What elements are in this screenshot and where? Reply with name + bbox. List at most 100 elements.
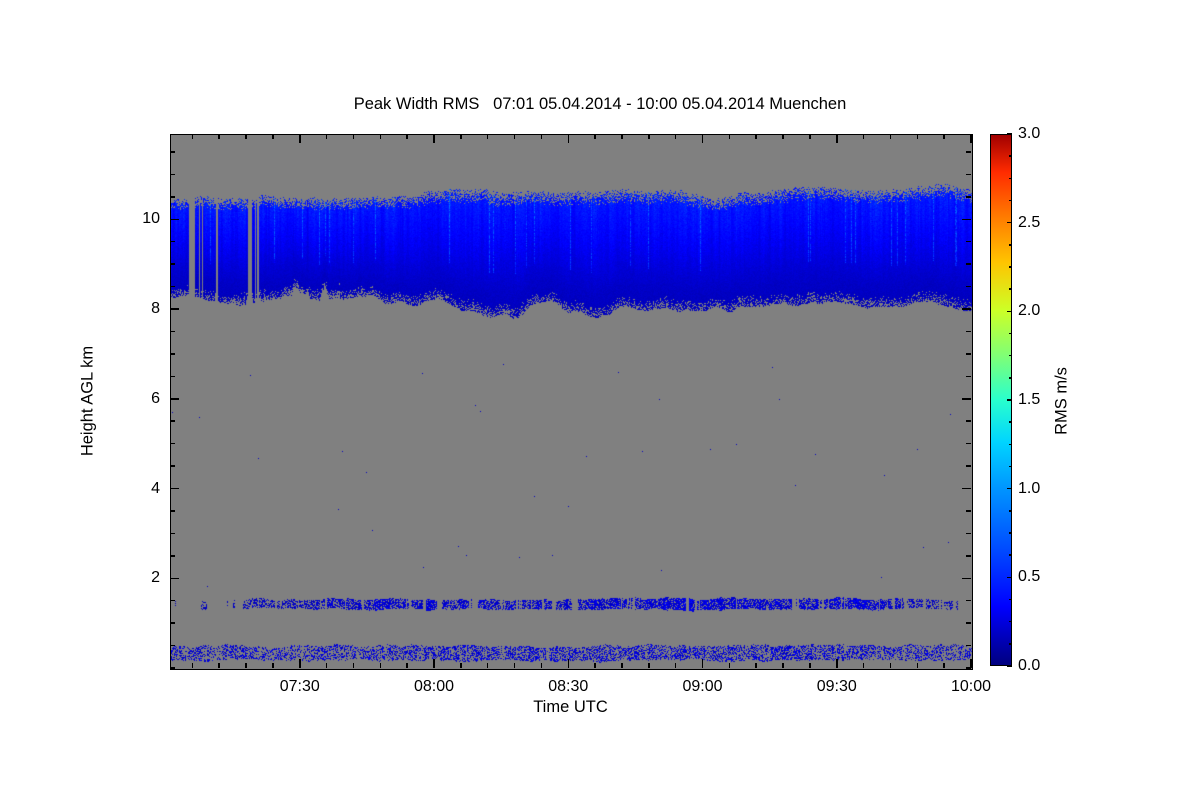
y-tick-minor-right	[966, 330, 971, 333]
colorbar-tick-minor	[1009, 177, 1012, 180]
x-tick-minor	[809, 663, 811, 668]
x-tick-label: 09:30	[816, 678, 857, 695]
y-tick-minor-right	[966, 442, 971, 445]
colorbar-tick-minor	[1009, 377, 1012, 379]
y-tick-minor-right	[966, 420, 971, 422]
x-tick-minor-top	[379, 134, 382, 139]
x-tick-minor	[379, 663, 382, 668]
page-title: Peak Width RMS 07:01 05.04.2014 - 10:00 …	[353, 95, 847, 113]
colorbar[interactable]: 0.0 0.5 1.0 1.5 2.0 2.5 3.0	[990, 125, 1040, 674]
colorbar-tick-label: 0.5	[1018, 568, 1041, 586]
x-tick-minor	[674, 663, 677, 668]
x-tick-minor	[245, 663, 247, 668]
colorbar-tick-minor	[1009, 598, 1012, 601]
x-tick-minor-top	[648, 134, 650, 139]
y-tick-minor-right	[966, 240, 971, 243]
x-tick-minor	[916, 663, 919, 668]
colorbar-tick-minor	[1009, 155, 1012, 157]
x-axis-label: Time UTC	[533, 698, 608, 716]
colorbar-tick-minor	[1009, 443, 1012, 446]
y-tick-minor	[170, 285, 175, 288]
y-tick-minor-right	[966, 555, 971, 557]
heatmap-plot-area[interactable]	[170, 134, 973, 670]
x-tick-major	[970, 659, 972, 668]
x-tick-major	[701, 659, 704, 668]
y-tick-minor-right	[966, 532, 971, 535]
colorbar-tick-minor	[1009, 620, 1012, 623]
y-tick-minor	[170, 644, 175, 647]
x-tick-minor-top	[325, 134, 328, 139]
x-tick-minor	[460, 663, 462, 668]
x-tick-minor	[943, 663, 945, 668]
x-tick-minor-top	[943, 134, 945, 139]
y-axis-label: Height AGL km	[78, 345, 97, 457]
colorbar-tick-label: 0.0	[1018, 657, 1041, 674]
y-tick-minor	[170, 442, 175, 445]
x-tick-minor-top	[272, 134, 274, 139]
x-tick-minor	[325, 663, 328, 668]
x-tick-label: 08:00	[413, 678, 455, 695]
x-tick-minor	[782, 663, 784, 668]
x-tick-minor	[540, 663, 543, 668]
x-tick-minor-top	[406, 134, 408, 139]
colorbar-tick	[1007, 399, 1012, 401]
x-tick-minor	[728, 663, 731, 668]
colorbar-tick	[1007, 665, 1012, 667]
y-tick-major-right	[962, 487, 971, 490]
x-tick-minor	[272, 663, 274, 668]
y-tick-minor-right	[966, 510, 971, 512]
colorbar-tick-minor	[1009, 421, 1012, 423]
x-tick-minor-top	[218, 134, 220, 139]
x-tick-minor-top	[755, 134, 757, 139]
y-tick-minor-right	[966, 667, 971, 669]
x-tick-major	[836, 659, 838, 668]
y-tick-major-right	[962, 577, 971, 579]
x-tick-major	[299, 659, 301, 668]
x-tick-minor-top	[540, 134, 543, 139]
x-tick-minor	[889, 663, 892, 668]
x-tick-minor-top	[594, 134, 596, 139]
x-tick-minor-top	[889, 134, 892, 139]
y-tick-minor	[170, 375, 175, 378]
y-tick-minor	[170, 240, 175, 243]
y-tick-major	[170, 577, 179, 579]
y-tick-minor-right	[966, 375, 971, 378]
x-tick-minor-top	[862, 134, 865, 139]
y-tick-major	[170, 308, 179, 310]
y-tick-minor-right	[966, 622, 971, 624]
x-tick-minor-top	[460, 134, 462, 139]
y-tick-major	[170, 398, 179, 400]
y-tick-major-right	[962, 398, 971, 400]
y-tick-major-right	[962, 218, 971, 220]
y-tick-label: 10	[142, 210, 160, 228]
x-tick-major-top	[433, 134, 435, 143]
colorbar-tick-minor	[1009, 510, 1012, 512]
y-tick-label: 6	[151, 389, 160, 407]
colorbar-tick-minor	[1009, 244, 1012, 246]
x-tick-minor-top	[809, 134, 811, 139]
colorbar-tick	[1007, 310, 1012, 313]
colorbar-tick-minor	[1009, 554, 1012, 556]
y-tick-label: 8	[151, 300, 160, 317]
y-tick-minor	[170, 667, 175, 669]
x-tick-label: 07:30	[279, 678, 320, 695]
y-tick-minor	[170, 173, 175, 176]
y-tick-minor	[170, 555, 175, 557]
y-tick-minor-right	[966, 151, 971, 153]
x-tick-minor	[406, 663, 408, 668]
x-tick-minor	[648, 663, 650, 668]
x-tick-major-top	[836, 134, 838, 143]
colorbar-tick-label: 1.0	[1018, 479, 1041, 497]
colorbar-tick	[1007, 576, 1012, 579]
x-tick-label: 10:00	[950, 678, 992, 695]
x-tick-major	[567, 659, 569, 668]
x-tick-minor	[594, 663, 596, 668]
x-tick-minor-top	[916, 134, 919, 139]
x-tick-minor-top	[728, 134, 731, 139]
x-tick-minor-top	[486, 134, 489, 139]
colorbar-tick-label: 1.5	[1018, 391, 1041, 408]
colorbar-tick-label: 2.0	[1018, 302, 1041, 320]
x-tick-minor	[218, 663, 220, 668]
y-tick-major	[170, 218, 179, 220]
x-tick-major-top	[567, 134, 569, 143]
